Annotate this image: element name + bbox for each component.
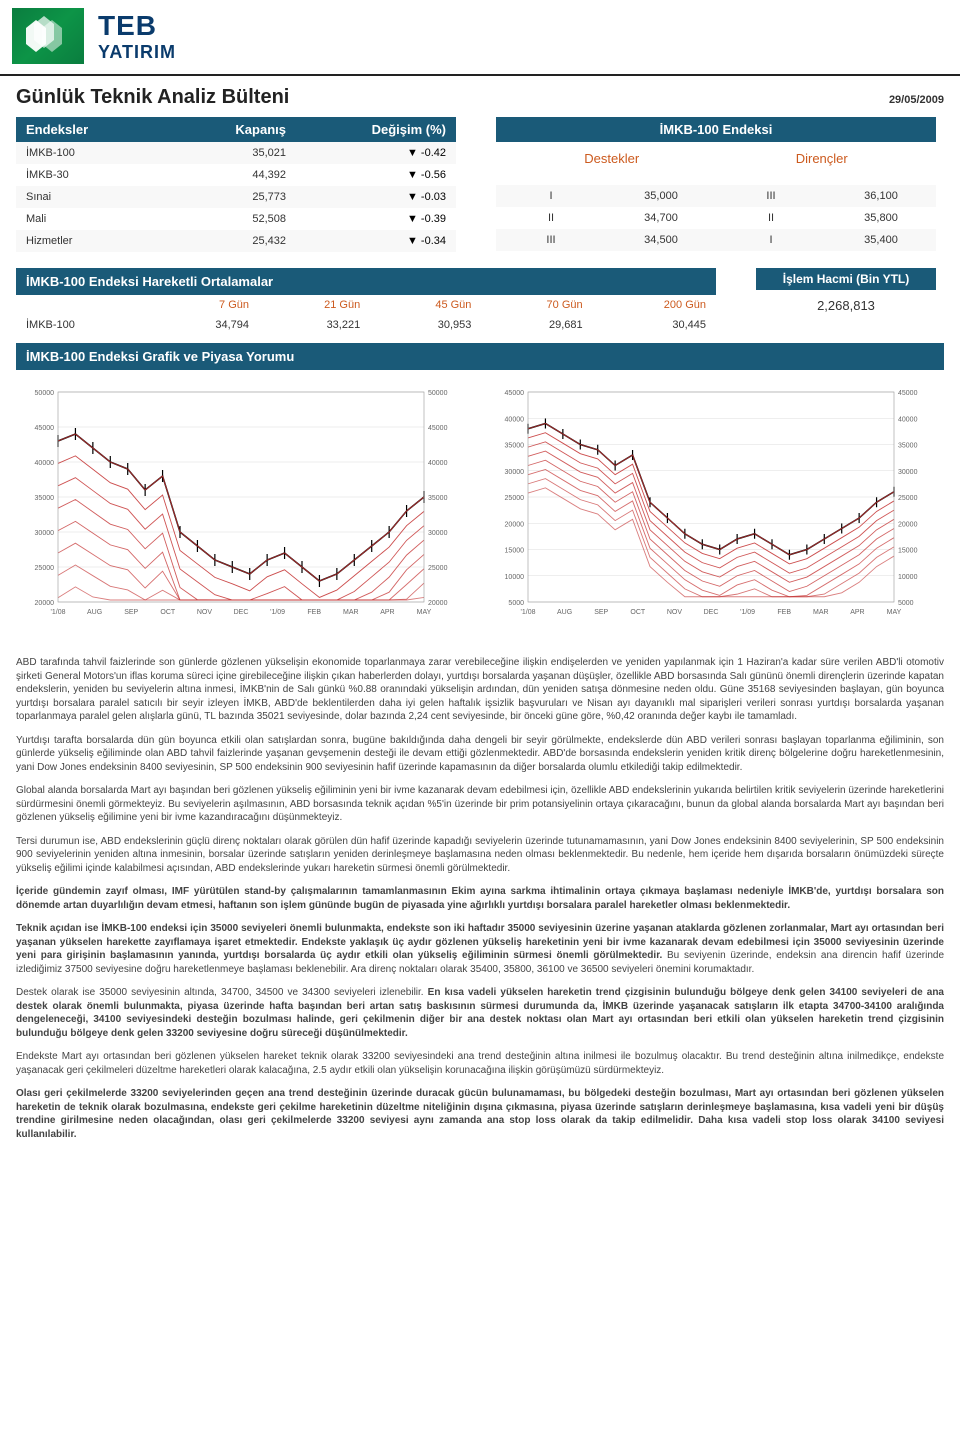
col-degisim: Değişim (%) [296, 117, 456, 142]
svg-text:20000: 20000 [898, 521, 918, 528]
chart-section-title: İMKB-100 Endeksi Grafik ve Piyasa Yorumu [16, 343, 944, 370]
svg-text:45000: 45000 [505, 390, 525, 397]
svg-text:30000: 30000 [35, 530, 55, 537]
svg-text:40000: 40000 [898, 416, 918, 423]
svg-text:APR: APR [850, 609, 864, 616]
svg-text:5000: 5000 [508, 600, 524, 607]
chart-1: 20000 20000 25000 25000 30000 30000 35000 35000… [16, 382, 466, 632]
svg-text:AUG: AUG [87, 609, 102, 616]
svg-text:35000: 35000 [35, 495, 55, 502]
volume-title: İşlem Hacmi (Bin YTL) [756, 268, 936, 290]
svg-text:25000: 25000 [428, 565, 448, 572]
logo-badge [12, 8, 84, 64]
ma-table: İMKB-100 Endeksi Hareketli Ortalamalar 7… [16, 268, 716, 335]
levels-title: İMKB-100 Endeksi [496, 117, 936, 142]
svg-text:40000: 40000 [35, 460, 55, 467]
table-row: Hizmetler25,432▼ -0.34 [16, 230, 456, 252]
svg-text:DEC: DEC [234, 609, 249, 616]
svg-text:5000: 5000 [898, 600, 914, 607]
svg-text:40000: 40000 [428, 460, 448, 467]
svg-text:'1/08: '1/08 [51, 609, 66, 616]
svg-text:'1/09: '1/09 [740, 609, 755, 616]
table-row [496, 175, 936, 185]
col-kapanis: Kapanış [156, 117, 296, 142]
svg-text:OCT: OCT [630, 609, 646, 616]
svg-text:35000: 35000 [505, 443, 525, 450]
table-row: İMKB-3044,392▼ -0.56 [16, 164, 456, 186]
levels-table: İMKB-100 Endeksi Destekler Dirençler I35… [496, 117, 936, 252]
destekler-label: Destekler [584, 151, 639, 166]
page-title: Günlük Teknik Analiz Bülteni [16, 86, 289, 109]
col-endeksler: Endeksler [16, 117, 156, 142]
svg-text:10000: 10000 [505, 574, 525, 581]
svg-text:25000: 25000 [505, 495, 525, 502]
svg-text:35000: 35000 [428, 495, 448, 502]
svg-text:30000: 30000 [428, 530, 448, 537]
svg-text:MAY: MAY [417, 609, 432, 616]
table-row: İMKB-10035,021▼ -0.42 [16, 142, 456, 164]
svg-text:30000: 30000 [505, 469, 525, 476]
svg-text:45000: 45000 [898, 390, 918, 397]
svg-text:15000: 15000 [505, 548, 525, 555]
svg-text:'1/08: '1/08 [521, 609, 536, 616]
commentary: ABD tarafında tahvil faizlerinde son gün… [0, 652, 960, 1155]
ma-title: İMKB-100 Endeksi Hareketli Ortalamalar [16, 268, 716, 295]
svg-text:MAR: MAR [813, 609, 829, 616]
divider [0, 74, 960, 76]
logo-yatirim: YATIRIM [98, 42, 176, 63]
chart-2: 5000 5000 10000 10000 15000 15000 20000 20000 25… [486, 382, 936, 632]
svg-text:FEB: FEB [777, 609, 791, 616]
volume-value: 2,268,813 [756, 290, 936, 321]
svg-text:SEP: SEP [594, 609, 608, 616]
svg-text:10000: 10000 [898, 574, 918, 581]
table-row: Sınai25,773▼ -0.03 [16, 186, 456, 208]
svg-text:25000: 25000 [35, 565, 55, 572]
svg-text:30000: 30000 [898, 469, 918, 476]
table-row: Mali52,508▼ -0.39 [16, 208, 456, 230]
svg-text:OCT: OCT [160, 609, 176, 616]
table-row: III34,500I35,400 [496, 229, 936, 251]
svg-text:50000: 50000 [35, 390, 55, 397]
svg-text:APR: APR [380, 609, 394, 616]
svg-text:'1/09: '1/09 [270, 609, 285, 616]
logo-teb: TEB [98, 10, 176, 42]
svg-text:20000: 20000 [428, 600, 448, 607]
svg-text:25000: 25000 [898, 495, 918, 502]
table-row: II34,700II35,800 [496, 207, 936, 229]
svg-text:SEP: SEP [124, 609, 138, 616]
svg-text:45000: 45000 [428, 425, 448, 432]
volume-box: İşlem Hacmi (Bin YTL) 2,268,813 [756, 268, 936, 335]
svg-text:MAR: MAR [343, 609, 359, 616]
svg-text:NOV: NOV [197, 609, 213, 616]
svg-text:DEC: DEC [704, 609, 719, 616]
svg-text:FEB: FEB [307, 609, 321, 616]
page-date: 29/05/2009 [889, 94, 944, 106]
svg-text:MAY: MAY [887, 609, 902, 616]
svg-text:35000: 35000 [898, 443, 918, 450]
svg-text:AUG: AUG [557, 609, 572, 616]
logo-area: TEB YATIRIM [0, 0, 960, 68]
svg-text:20000: 20000 [505, 521, 525, 528]
svg-text:50000: 50000 [428, 390, 448, 397]
endeksler-table: Endeksler Kapanış Değişim (%) İMKB-10035… [16, 117, 456, 252]
svg-text:45000: 45000 [35, 425, 55, 432]
table-row: I35,000III36,100 [496, 185, 936, 207]
svg-text:15000: 15000 [898, 548, 918, 555]
svg-text:20000: 20000 [35, 600, 55, 607]
svg-text:40000: 40000 [505, 416, 525, 423]
direncler-label: Dirençler [796, 151, 848, 166]
svg-text:NOV: NOV [667, 609, 683, 616]
